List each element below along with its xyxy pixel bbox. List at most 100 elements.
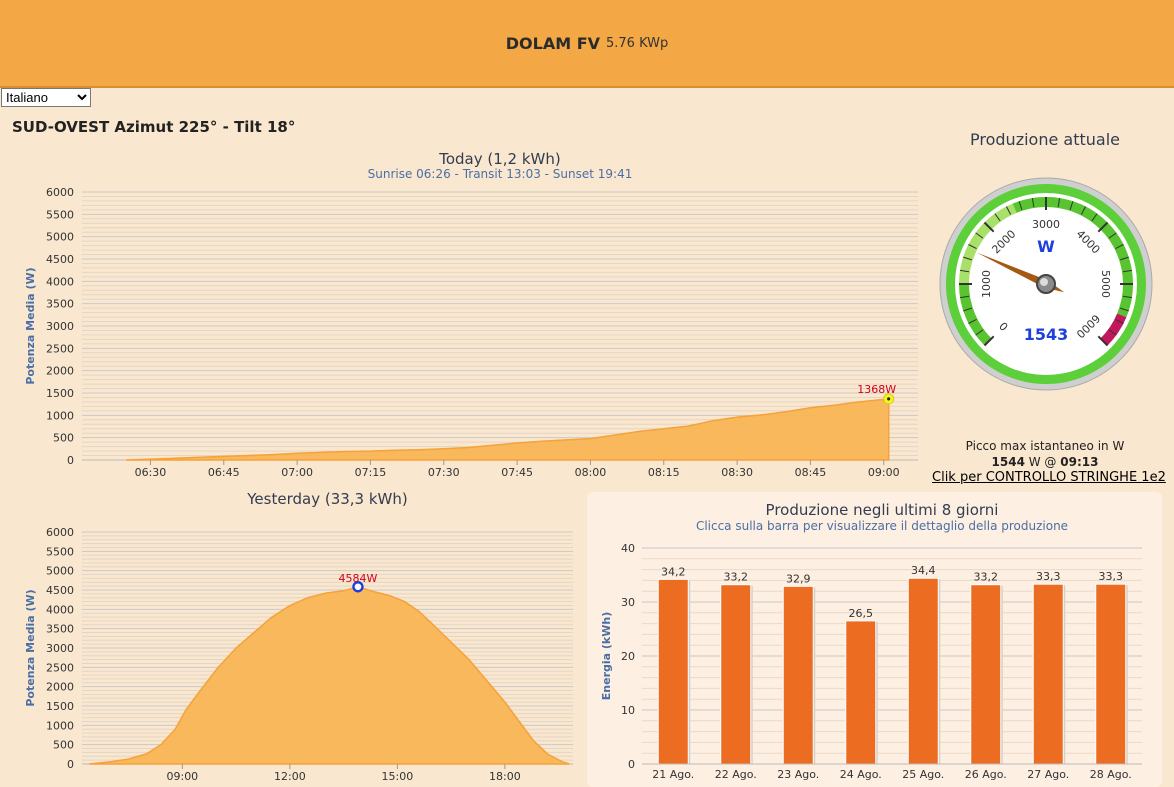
peak-time: 09:13 bbox=[1060, 455, 1099, 469]
x-tick-label: 22 Ago. bbox=[715, 768, 757, 781]
y-tick-label: 1000 bbox=[46, 409, 74, 422]
today-chart[interactable]: Today (1,2 kWh)Sunrise 06:26 - Transit 1… bbox=[0, 140, 930, 485]
power-area bbox=[125, 398, 890, 461]
gauge-title: Produzione attuale bbox=[970, 130, 1120, 149]
gauge-tick bbox=[1006, 206, 1012, 215]
y-tick-label: 4500 bbox=[46, 584, 74, 597]
y-tick-label: 3000 bbox=[46, 320, 74, 333]
site-title: SUD-OVEST Azimut 225° - Tilt 18° bbox=[12, 118, 296, 136]
gauge-tick bbox=[1057, 197, 1061, 208]
y-tick-label: 3000 bbox=[46, 642, 74, 655]
x-tick-label: 26 Ago. bbox=[965, 768, 1007, 781]
gauge-hub-shine bbox=[1040, 278, 1048, 286]
peak-title: Picco max istantaneo in W bbox=[965, 439, 1125, 453]
x-tick-label: 08:30 bbox=[721, 466, 753, 479]
x-tick-label: 06:45 bbox=[208, 466, 240, 479]
gauge-tick bbox=[1122, 269, 1133, 273]
chart-subtitle: Clicca sulla barra per visualizzare il d… bbox=[696, 519, 1068, 533]
chart-title: Produzione negli ultimi 8 giorni bbox=[766, 501, 999, 519]
day-bar[interactable] bbox=[657, 578, 689, 765]
gauge-tick bbox=[968, 244, 977, 250]
gauge-tick bbox=[975, 329, 984, 336]
gauge-tick bbox=[963, 256, 972, 261]
band-low bbox=[959, 283, 992, 346]
bar-value-label: 33,3 bbox=[1036, 570, 1061, 583]
peak-value: 1544 bbox=[991, 455, 1025, 469]
x-tick-label: 12:00 bbox=[274, 770, 306, 783]
gauge-tick bbox=[983, 335, 995, 347]
gauge-tick bbox=[1097, 221, 1109, 233]
y-tick-label: 1500 bbox=[46, 387, 74, 400]
peak-line: 1544 W @ 09:13 bbox=[930, 454, 1160, 470]
day-bar[interactable] bbox=[720, 584, 752, 765]
gauge-tick bbox=[1120, 256, 1129, 261]
y-axis-label: Potenza Media (W) bbox=[24, 589, 37, 706]
gauge-tick bbox=[959, 295, 970, 299]
plant-name: DOLAM FV bbox=[505, 33, 600, 53]
y-tick-label: 0 bbox=[67, 454, 74, 467]
gauge-tick bbox=[983, 221, 995, 233]
gauge-tick bbox=[1091, 213, 1098, 222]
bar-value-label: 32,9 bbox=[786, 572, 811, 585]
y-tick-label: 4500 bbox=[46, 253, 74, 266]
gauge-tick bbox=[1080, 206, 1086, 215]
peak-marker-dot bbox=[887, 397, 891, 401]
gauge-tick-label: 5000 bbox=[1099, 270, 1112, 298]
bar-value-label: 34,2 bbox=[661, 565, 686, 578]
gauge-tick-label: 1000 bbox=[980, 270, 993, 298]
y-tick-label: 5500 bbox=[46, 545, 74, 558]
day-bar[interactable] bbox=[845, 620, 877, 765]
bar-value-label: 33,2 bbox=[974, 571, 999, 584]
gauge-tick bbox=[1108, 329, 1117, 336]
y-tick-label: 2000 bbox=[46, 365, 74, 378]
y-tick-label: 0 bbox=[67, 758, 74, 771]
y-tick-label: 40 bbox=[621, 542, 635, 555]
yesterday-chart[interactable]: Yesterday (33,3 kWh) 0 500 1000 1500 2000 2500… bbox=[0, 490, 585, 787]
x-tick-label: 07:30 bbox=[428, 466, 460, 479]
y-tick-label: 0 bbox=[628, 758, 635, 771]
chart-title: Today (1,2 kWh) bbox=[438, 150, 561, 168]
x-tick-label: 23 Ago. bbox=[777, 768, 819, 781]
y-tick-label: 6000 bbox=[46, 526, 74, 539]
day-bar[interactable] bbox=[907, 577, 939, 765]
peak-label: 4584W bbox=[339, 572, 378, 585]
bar-value-label: 26,5 bbox=[849, 607, 874, 620]
app-header: DOLAM FV 5.76 KWp bbox=[0, 0, 1174, 88]
bar-value-label: 34,4 bbox=[911, 564, 936, 577]
gauge-tick bbox=[994, 213, 1001, 222]
x-tick-label: 08:15 bbox=[648, 466, 680, 479]
gauge-tick bbox=[1108, 232, 1117, 239]
day-bar[interactable] bbox=[1032, 583, 1064, 765]
x-tick-label: 28 Ago. bbox=[1090, 768, 1132, 781]
y-tick-label: 1500 bbox=[46, 700, 74, 713]
peak-marker bbox=[352, 581, 364, 593]
chart-subtitle: Sunrise 06:26 - Transit 13:03 - Sunset 1… bbox=[368, 167, 633, 181]
gauge-tick bbox=[968, 318, 977, 324]
y-tick-label: 1000 bbox=[46, 719, 74, 732]
y-tick-label: 500 bbox=[53, 432, 74, 445]
day-bar[interactable] bbox=[782, 585, 814, 765]
x-tick-label: 09:00 bbox=[868, 466, 900, 479]
x-tick-label: 06:30 bbox=[135, 466, 167, 479]
bar-value-label: 33,3 bbox=[1099, 570, 1124, 583]
x-tick-label: 07:00 bbox=[281, 466, 313, 479]
day-bar[interactable] bbox=[1095, 583, 1127, 765]
peak-label: 1368W bbox=[857, 383, 896, 396]
gauge-tick bbox=[1069, 201, 1074, 210]
y-tick-label: 3500 bbox=[46, 298, 74, 311]
gauge-tick bbox=[1097, 335, 1109, 347]
gauge-tick bbox=[1122, 295, 1133, 299]
chart-title: Yesterday (33,3 kWh) bbox=[246, 490, 407, 508]
y-tick-label: 500 bbox=[53, 739, 74, 752]
day-bar[interactable] bbox=[970, 584, 1002, 765]
language-select[interactable]: Italiano bbox=[1, 88, 91, 107]
gauge-unit: W bbox=[1037, 237, 1055, 256]
gauge-value: 1543 bbox=[1024, 325, 1069, 344]
y-tick-label: 4000 bbox=[46, 275, 74, 288]
strings-control-link[interactable]: Clik per CONTROLLO STRINGHE 1e2 bbox=[932, 470, 1166, 485]
x-tick-label: 18:00 bbox=[489, 770, 521, 783]
x-tick-label: 09:00 bbox=[166, 770, 198, 783]
y-tick-label: 2000 bbox=[46, 681, 74, 694]
y-tick-label: 30 bbox=[621, 596, 635, 609]
